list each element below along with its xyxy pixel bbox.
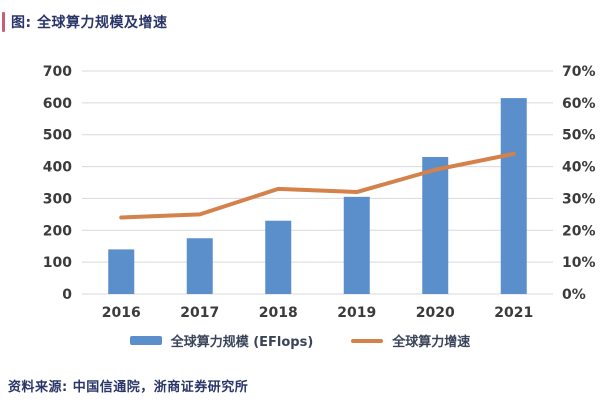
right-axis-tick: 60% — [562, 96, 596, 112]
bar-2016 — [108, 249, 135, 294]
legend-item-growth: 全球算力增速 — [351, 331, 470, 350]
right-axis-tick: 40% — [562, 160, 596, 176]
title-accent-bar — [2, 12, 5, 32]
legend-item-scale: 全球算力规模 (EFlops) — [129, 331, 314, 350]
x-axis-label: 2018 — [259, 305, 298, 321]
bar-2019 — [343, 196, 370, 294]
left-axis-tick: 300 — [43, 191, 72, 207]
left-axis-tick: 600 — [43, 96, 72, 112]
bar-2021 — [500, 98, 527, 294]
source-note: 资料来源: 中国信通院，浙商证券研究所 — [8, 380, 249, 395]
bar-series-swatch — [129, 336, 162, 345]
right-axis-tick: 20% — [562, 223, 596, 239]
bar-2018 — [265, 220, 292, 294]
x-axis-label: 2021 — [494, 305, 533, 321]
left-axis-tick: 700 — [43, 64, 72, 80]
right-axis-tick: 50% — [562, 128, 596, 144]
x-axis-label: 2019 — [337, 305, 376, 321]
bar-2017 — [186, 238, 213, 294]
right-axis-tick: 0% — [562, 287, 586, 303]
bar-2020 — [422, 157, 449, 294]
right-axis-tick: 70% — [562, 64, 596, 80]
growth-line — [119, 151, 516, 220]
legend-label-growth: 全球算力增速 — [392, 335, 471, 350]
right-axis-tick: 10% — [562, 255, 596, 271]
x-axis-label: 2020 — [416, 305, 455, 321]
figure-header: 图: 全球算力规模及增速 — [2, 12, 167, 32]
x-axis-label: 2017 — [180, 305, 219, 321]
x-axis-label: 2016 — [102, 305, 141, 321]
left-axis-tick: 100 — [43, 255, 72, 271]
figure-title: 图: 全球算力规模及增速 — [11, 15, 168, 31]
line-series-swatch — [351, 338, 384, 343]
computing-power-chart: 700 70% 600 60% 500 50% 400 40% 300 30% 200 20% 100 1… — [43, 64, 596, 321]
left-axis-tick: 0 — [62, 287, 72, 303]
left-axis-tick: 500 — [43, 128, 72, 144]
legend-label-scale: 全球算力规模 (EFlops) — [170, 335, 314, 350]
right-axis-tick: 30% — [562, 191, 596, 207]
left-axis-tick: 400 — [43, 160, 72, 176]
chart-legend: 全球算力规模 (EFlops) 全球算力增速 — [0, 331, 600, 350]
left-axis-tick: 200 — [43, 223, 72, 239]
